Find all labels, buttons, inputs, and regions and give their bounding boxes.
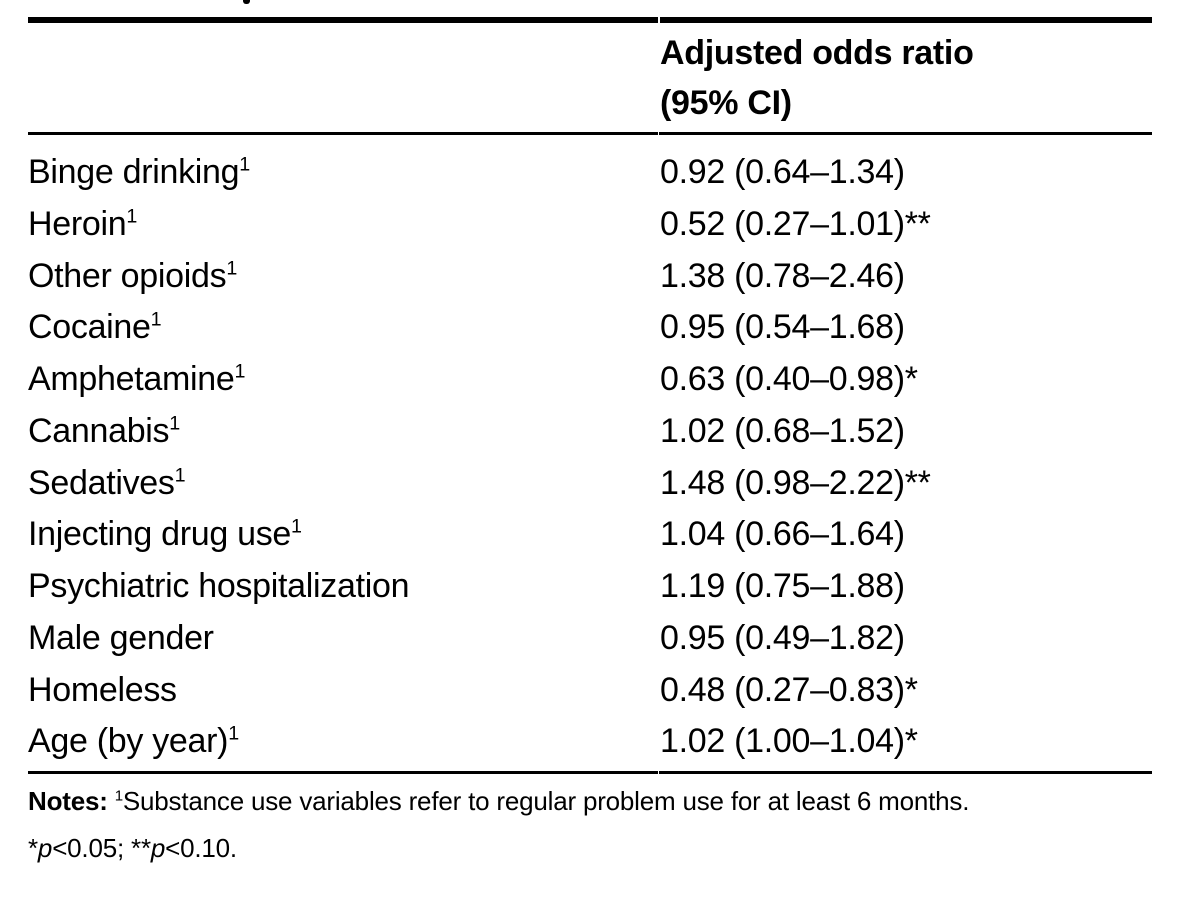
rule-segment-right	[659, 132, 1152, 135]
row-value: 1.48 (0.98–2.22)**	[660, 463, 931, 502]
row-value: 0.48 (0.27–0.83)*	[660, 670, 918, 709]
row-label: Male gender	[28, 613, 660, 665]
row-value: 0.95 (0.49–1.82)	[660, 618, 905, 657]
table-header-row: Adjusted odds ratio (95% CI)	[28, 23, 1152, 132]
p-italic: p	[150, 833, 166, 863]
rule-segment-left	[28, 132, 658, 135]
rule-segment-left	[28, 17, 658, 23]
row-label: Heroin1	[28, 199, 660, 251]
footnote-marker: 1	[169, 412, 180, 435]
row-label-text: Other opioids	[28, 256, 227, 295]
row-value: 1.04 (0.66–1.64)	[660, 515, 905, 554]
footnote-marker: 1	[226, 257, 237, 280]
row-value: 0.92 (0.64–1.34)	[660, 153, 905, 191]
table-row: Male gender 0.95 (0.49–1.82)	[28, 613, 1152, 665]
sig-threshold-2: <0.10.	[165, 833, 237, 863]
row-label: Injecting drug use1	[28, 509, 660, 561]
row-value: 0.52 (0.27–1.01)**	[660, 204, 931, 243]
row-label-text: Psychiatric hospitalization	[28, 567, 410, 605]
rule-segment-right	[659, 771, 1152, 774]
row-label-text: Amphetamine	[28, 360, 235, 398]
footnote-marker: 1	[228, 722, 239, 745]
table-row: Injecting drug use1 1.04 (0.66–1.64)	[28, 509, 1152, 561]
row-label-text: Injecting drug use	[28, 515, 291, 554]
table-row: Heroin1 0.52 (0.27–1.01)**	[28, 199, 1152, 251]
row-label-text: Homeless	[28, 670, 177, 709]
table-row: Binge drinking1 0.92 (0.64–1.34)	[28, 147, 1152, 199]
footnote-marker: 1	[234, 360, 246, 383]
table-body: Binge drinking1 0.92 (0.64–1.34) Heroin1 0.…	[28, 135, 1152, 771]
sig-star-single: *	[28, 833, 38, 863]
row-label: Psychiatric hospitalization	[28, 561, 660, 613]
notes-line-1: Notes: 1Substance use variables refer to …	[28, 778, 1158, 825]
footnote-marker: 1	[174, 464, 186, 487]
table-row: Cocaine1 0.95 (0.54–1.68)	[28, 302, 1152, 354]
row-label-text: Age (by year)	[28, 722, 229, 761]
notes-label: Notes:	[28, 786, 108, 816]
row-label-text: Cocaine	[28, 308, 151, 347]
row-value: 1.02 (0.68–1.52)	[660, 411, 905, 450]
footnote-marker: 1	[150, 308, 162, 331]
table-row: Amphetamine1 0.63 (0.40–0.98)*	[28, 354, 1152, 406]
row-label: Cannabis1	[28, 406, 660, 458]
row-value: 0.95 (0.54–1.68)	[660, 308, 905, 347]
header-label-column	[28, 28, 660, 128]
rule-segment-left	[28, 771, 658, 774]
footnote-marker: 1	[126, 205, 138, 228]
rule-segment-right	[660, 17, 1152, 23]
row-label: Age (by year)1	[28, 716, 660, 768]
table-row: Cannabis1 1.02 (0.68–1.52)	[28, 406, 1152, 458]
table-header-rule	[28, 132, 1152, 135]
cropped-caption-fragment	[243, 0, 250, 4]
row-label: Binge drinking1	[28, 147, 660, 199]
table-row: Other opioids1 1.38 (0.78–2.46)	[28, 251, 1152, 303]
p-italic: p	[37, 833, 53, 863]
row-value: 1.19 (0.75–1.88)	[660, 567, 905, 605]
row-label-text: Binge drinking	[28, 153, 240, 191]
footnote-marker: 1	[291, 515, 302, 538]
table-row: Age (by year)1 1.02 (1.00–1.04)*	[28, 716, 1152, 768]
row-label-text: Male gender	[28, 618, 214, 657]
row-value: 0.63 (0.40–0.98)*	[660, 360, 918, 398]
header-value-line2: (95% CI)	[660, 84, 792, 122]
row-value: 1.02 (1.00–1.04)*	[660, 722, 918, 761]
notes-line-2-significance: *p<0.05; **p<0.10.	[28, 825, 1158, 872]
row-label: Homeless	[28, 665, 660, 717]
notes-text: Substance use variables refer to regular…	[122, 786, 970, 816]
row-value: 1.38 (0.78–2.46)	[660, 256, 905, 295]
odds-ratio-table: Adjusted odds ratio (95% CI) Binge drink…	[28, 17, 1152, 774]
row-label: Amphetamine1	[28, 354, 660, 406]
sig-threshold-1: <0.05; **	[52, 833, 151, 863]
table-notes: Notes: 1Substance use variables refer to …	[28, 778, 1158, 872]
table-row: Sedatives1 1.48 (0.98–2.22)**	[28, 458, 1152, 510]
notes-footnote-marker: 1	[114, 787, 123, 805]
table-bottom-rule	[28, 771, 1152, 774]
header-value-line1: Adjusted odds ratio	[660, 34, 974, 72]
table-row: Homeless 0.48 (0.27–0.83)*	[28, 665, 1152, 717]
row-label-text: Cannabis	[28, 411, 170, 450]
row-label: Cocaine1	[28, 302, 660, 354]
row-label-text: Heroin	[28, 204, 127, 243]
row-label: Other opioids1	[28, 251, 660, 303]
header-value-column: Adjusted odds ratio (95% CI)	[660, 28, 1152, 128]
row-label-text: Sedatives	[28, 463, 175, 502]
row-label: Sedatives1	[28, 458, 660, 510]
table-row: Psychiatric hospitalization 1.19 (0.75–1.…	[28, 561, 1152, 613]
table-top-rule	[28, 17, 1152, 23]
footnote-marker: 1	[239, 153, 250, 176]
